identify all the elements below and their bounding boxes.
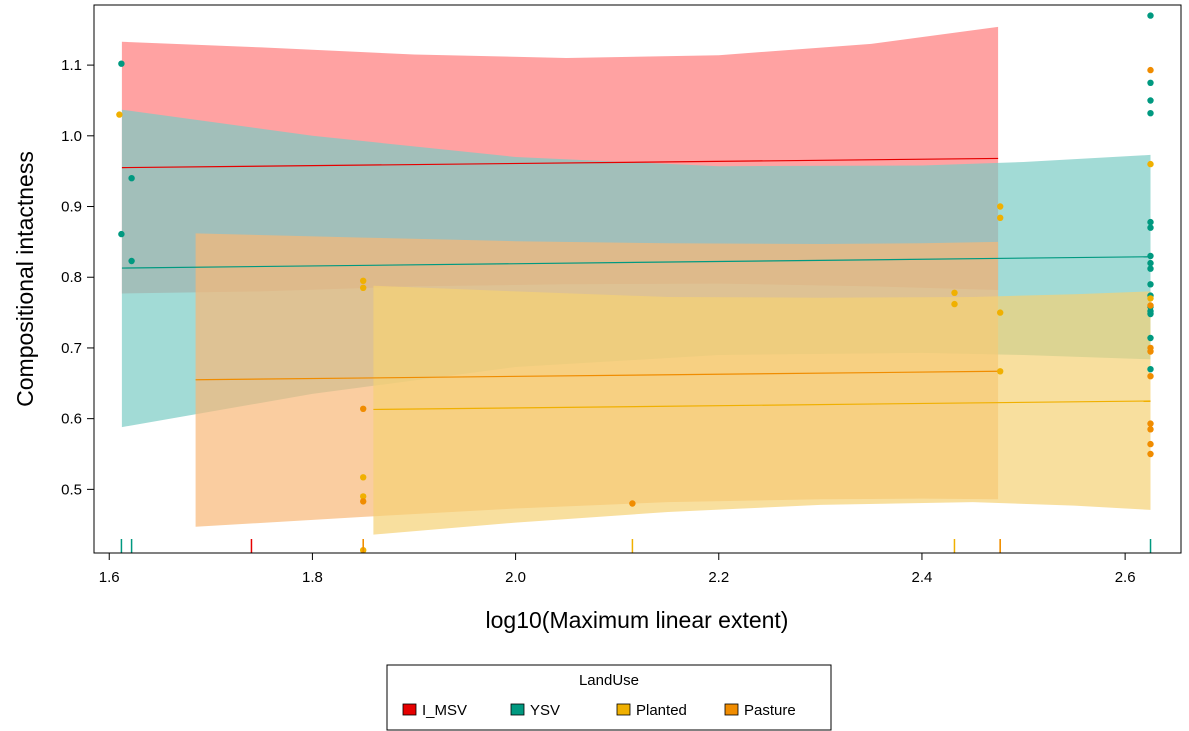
legend-swatch-ysv <box>510 703 525 716</box>
fit-line-ysv <box>121 256 1151 269</box>
y-tick-label: 0.8 <box>61 269 82 286</box>
data-point-pasture <box>1147 348 1154 355</box>
data-point-ysv <box>118 60 125 67</box>
legend-swatch-planted <box>616 703 631 716</box>
y-tick-label: 0.6 <box>61 411 82 428</box>
y-axis-title: Compositional intactness <box>12 151 38 407</box>
data-point-planted <box>997 309 1004 316</box>
data-point-planted <box>997 203 1004 210</box>
confidence-band-planted <box>373 285 1151 535</box>
data-point-planted <box>360 493 367 500</box>
data-point-ysv <box>1147 265 1154 272</box>
legend-label-i-msv: I_MSV <box>422 702 467 719</box>
data-point-pasture <box>1147 426 1154 433</box>
data-point-ysv <box>1147 310 1154 318</box>
y-tick-label: 1.0 <box>61 128 82 145</box>
y-tick-label: 0.9 <box>61 199 82 216</box>
data-point-ysv <box>1147 97 1154 104</box>
legend-items: I_MSV YSV Planted Pasture <box>402 702 796 719</box>
plot-frame <box>93 4 1182 554</box>
data-point-planted <box>1147 295 1154 302</box>
data-point-planted <box>951 300 958 308</box>
x-tick-label: 1.8 <box>302 569 323 586</box>
data-point-ysv <box>1147 12 1154 19</box>
data-point-pasture <box>629 500 636 507</box>
data-point-ysv <box>128 257 135 265</box>
legend-title: LandUse <box>579 672 639 689</box>
legend-label-pasture: Pasture <box>744 702 796 719</box>
x-axis-title: log10(Maximum linear extent) <box>486 607 789 633</box>
data-point-pasture <box>1147 373 1154 380</box>
data-point-pasture <box>1147 450 1154 458</box>
bands-layer <box>121 26 1151 535</box>
data-point-planted <box>1147 160 1154 168</box>
data-point-ysv <box>128 175 135 182</box>
legend: LandUse I_MSV YSV Planted Pasture <box>386 664 832 731</box>
rug-layer <box>120 539 1152 553</box>
fit-line-i-msv <box>121 157 999 169</box>
data-point-planted <box>360 284 367 291</box>
x-tick-label: 1.6 <box>99 569 120 586</box>
x-tick-label: 2.0 <box>505 569 526 586</box>
data-point-ysv <box>1147 259 1154 267</box>
x-tick-label: 2.6 <box>1115 569 1136 586</box>
data-point-ysv <box>1147 110 1154 117</box>
y-tick-label: 0.5 <box>61 481 82 498</box>
data-point-ysv <box>1147 334 1154 342</box>
data-point-pasture <box>1147 440 1154 448</box>
data-point-ysv <box>1147 224 1154 231</box>
points-layer <box>116 12 1154 554</box>
legend-label-ysv: YSV <box>530 702 560 719</box>
data-point-pasture <box>1147 66 1154 74</box>
x-tick-label: 2.2 <box>708 569 729 586</box>
fit-lines-layer <box>121 157 1151 411</box>
data-point-pasture <box>1147 302 1154 309</box>
data-point-planted <box>997 214 1004 221</box>
data-point-planted <box>116 111 123 118</box>
data-point-ysv <box>118 230 125 238</box>
data-point-planted <box>360 277 367 284</box>
data-point-pasture <box>360 498 367 505</box>
legend-swatch-pasture <box>724 703 739 716</box>
y-tick-label: 1.1 <box>61 57 82 74</box>
data-point-planted <box>951 289 958 296</box>
y-axis: 0.5 0.6 0.7 0.8 0.9 1.0 1.1 <box>61 57 94 498</box>
data-point-pasture <box>1147 420 1154 427</box>
fit-line-planted <box>373 400 1151 411</box>
legend-swatch-i-msv <box>402 703 417 716</box>
y-tick-label: 0.7 <box>61 340 82 357</box>
data-point-pasture <box>360 405 367 412</box>
legend-box <box>386 664 832 731</box>
data-point-ysv <box>1147 218 1154 226</box>
data-point-ysv <box>1147 252 1154 260</box>
fit-line-pasture <box>195 370 999 381</box>
data-point-planted <box>997 368 1004 375</box>
legend-label-planted: Planted <box>636 702 687 719</box>
x-axis: 1.6 1.8 2.0 2.2 2.4 2.6 <box>99 553 1136 586</box>
data-point-planted <box>360 474 367 481</box>
data-point-ysv <box>1147 79 1154 87</box>
data-point-ysv <box>1147 366 1154 373</box>
data-point-ysv <box>1147 281 1154 288</box>
x-tick-label: 2.4 <box>912 569 933 586</box>
